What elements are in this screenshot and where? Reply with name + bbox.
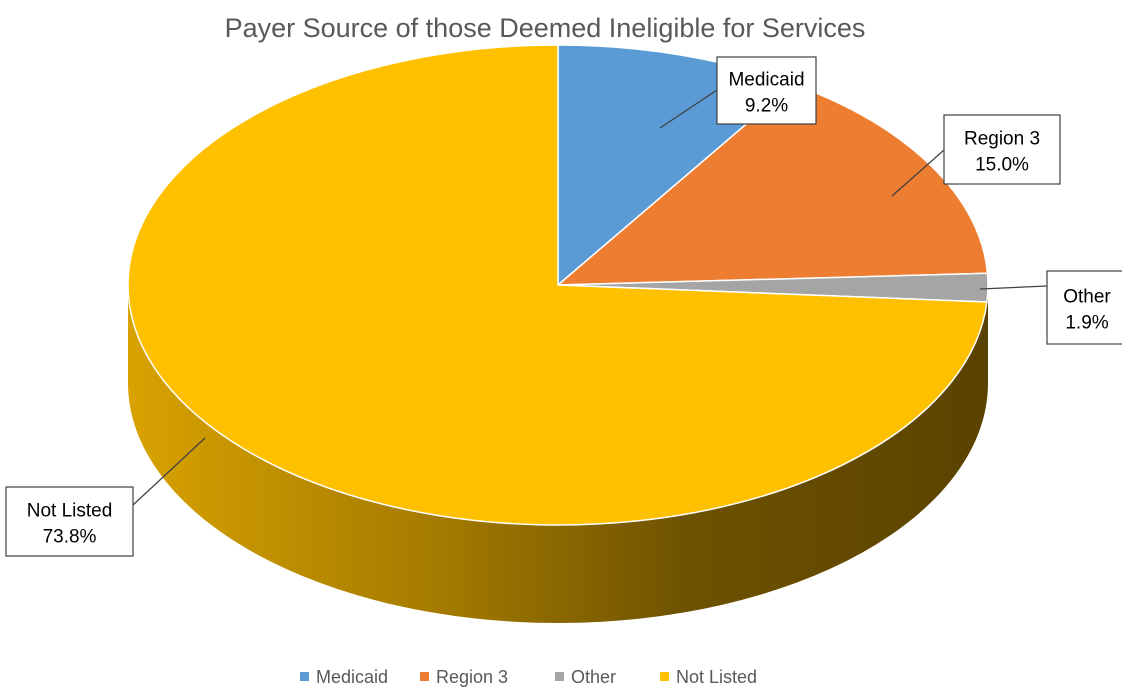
legend-label-medicaid: Medicaid: [316, 667, 388, 687]
data-label-value-other: 1.9%: [1065, 313, 1108, 334]
legend-swatch-not-listed: [660, 672, 669, 681]
callout-box-other: [1046, 270, 1122, 345]
data-label-name-not-listed: Not Listed: [27, 501, 113, 522]
data-label-name-medicaid: Medicaid: [728, 70, 804, 91]
callout-box-medicaid: [716, 56, 817, 125]
leader-line-not-listed: [132, 437, 206, 506]
leader-line-region-3: [891, 149, 945, 197]
data-label-name-region-3: Region 3: [964, 129, 1040, 150]
callout-box-region-3: [943, 114, 1061, 185]
legend-label-not-listed: Not Listed: [676, 667, 757, 687]
leader-line-other: [979, 285, 1048, 290]
pie-slices: [127, 44, 989, 526]
pie-slice-region-3: [555, 83, 989, 286]
legend-swatch-other: [555, 672, 564, 681]
pie-slice-not-listed: [127, 44, 988, 526]
legend: Medicaid Region 3 Other Not Listed: [300, 667, 757, 687]
data-labels: Medicaid 9.2% Region 3 15.0% Other 1.9% Not Li…: [5, 56, 1122, 557]
legend-label-other: Other: [571, 667, 616, 687]
pie-side-wall: [128, 285, 988, 623]
legend-swatch-medicaid: [300, 672, 309, 681]
data-label-name-other: Other: [1063, 287, 1111, 308]
data-label-value-not-listed: 73.8%: [43, 527, 97, 548]
data-label-value-region-3: 15.0%: [975, 155, 1029, 176]
legend-swatch-region-3: [420, 672, 429, 681]
data-label-value-medicaid: 9.2%: [745, 96, 788, 117]
callout-box-not-listed: [5, 486, 134, 557]
chart-title: Payer Source of those Deemed Ineligible …: [225, 13, 866, 43]
leader-line-medicaid: [659, 89, 718, 129]
legend-label-region-3: Region 3: [436, 667, 508, 687]
